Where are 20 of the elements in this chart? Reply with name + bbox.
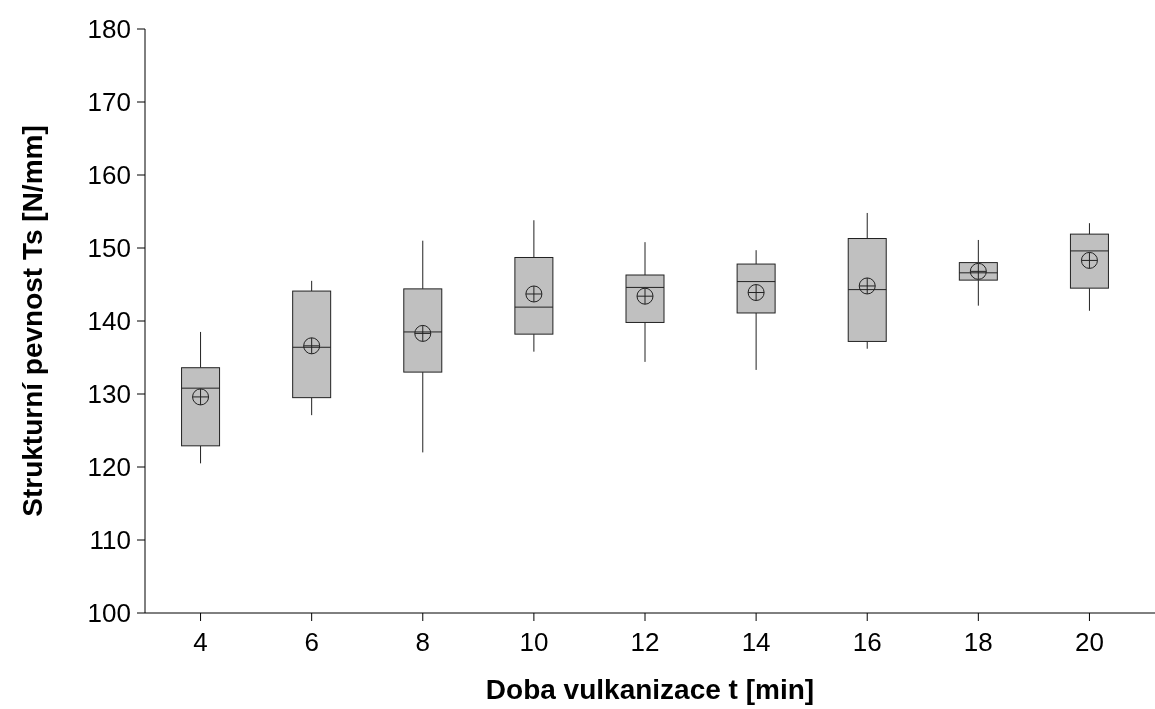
x-tick-label: 18 [963,627,993,657]
y-tick-label: 160 [87,160,131,191]
y-tick-label: 150 [87,233,131,264]
x-tick-label: 14 [741,627,771,657]
x-tick-label: 8 [415,627,431,657]
x-tick-label: 12 [630,627,660,657]
y-axis-title: Strukturní pevnost Ts [N/mm] [17,125,48,517]
y-tick-label: 180 [87,14,131,45]
x-tick-label: 4 [193,627,208,657]
x-tick-label: 6 [304,627,319,657]
x-tick-label: 10 [519,627,549,657]
x-axis-title: Doba vulkanizace t [min] [485,674,815,705]
y-tick-label: 120 [87,452,131,483]
y-tick-label: 140 [87,306,131,337]
y-tick-label: 170 [87,87,131,118]
y-tick-label: 130 [87,379,131,410]
y-tick-label: 110 [89,525,131,556]
y-tick-label: 100 [87,598,131,629]
x-tick-label: 20 [1074,627,1104,657]
x-tick-label: 16 [852,627,882,657]
